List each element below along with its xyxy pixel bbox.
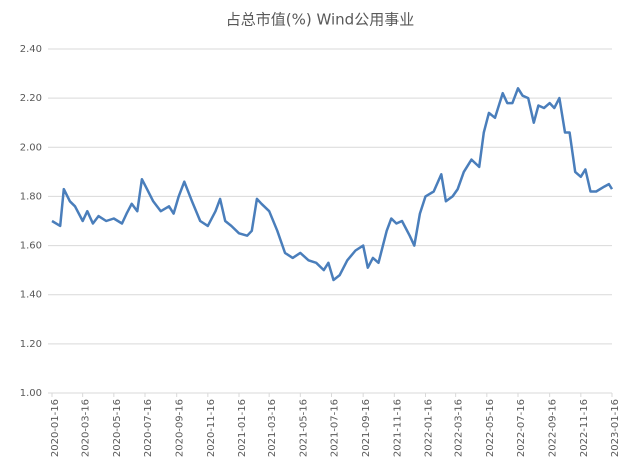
chart-title: 占总市值(%) Wind公用事业: [226, 11, 414, 29]
x-tick-label: 2020-03-16: [81, 399, 92, 457]
y-tick-label: 2.00: [20, 142, 42, 153]
x-tick-label: 2022-11-16: [579, 399, 590, 457]
y-tick-label: 1.40: [20, 290, 42, 301]
y-tick-label: 1.20: [20, 339, 42, 350]
x-tick-label: 2021-07-16: [329, 399, 340, 457]
y-tick-label: 1.80: [20, 191, 42, 202]
x-tick-label: 2020-05-16: [112, 399, 123, 457]
x-tick-label: 2022-07-16: [516, 399, 527, 457]
y-tick-label: 1.00: [20, 388, 42, 399]
x-tick-label: 2021-05-16: [298, 399, 309, 457]
y-tick-label: 1.60: [20, 241, 42, 252]
x-tick-label: 2021-03-16: [267, 399, 278, 457]
series-line: [51, 87, 614, 282]
x-tick-label: 2022-09-16: [548, 399, 559, 457]
x-tick-label: 2020-01-16: [50, 399, 61, 457]
y-tick-label: 2.20: [20, 93, 42, 104]
x-tick-label: 2022-05-16: [485, 399, 496, 457]
x-tick-label: 2020-09-16: [175, 399, 186, 457]
x-tick-label: 2020-11-16: [206, 399, 217, 457]
x-tick-label: 2022-03-16: [454, 399, 465, 457]
x-tick-label: 2021-11-16: [392, 399, 403, 457]
y-tick-label: 2.40: [20, 44, 42, 55]
x-tick-label: 2022-01-16: [424, 399, 435, 457]
x-tick-label: 2020-07-16: [143, 399, 154, 457]
x-tick-label: 2023-01-16: [610, 399, 621, 457]
x-tick-label: 2021-09-16: [361, 399, 372, 457]
x-tick-label: 2021-01-16: [237, 399, 248, 457]
